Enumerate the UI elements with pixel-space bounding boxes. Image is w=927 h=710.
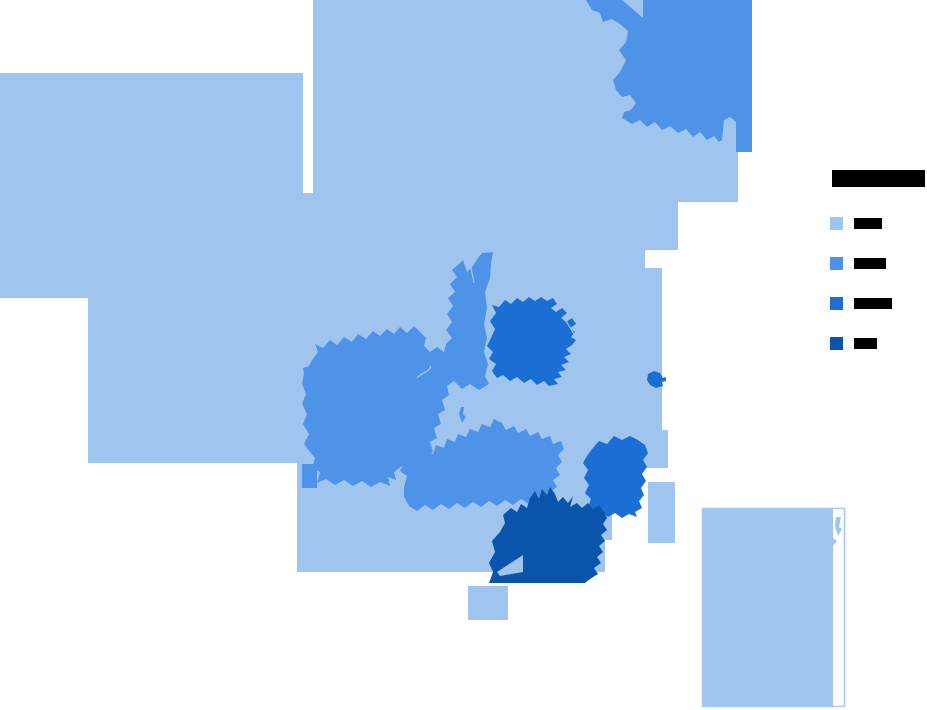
- map-legend: [830, 170, 925, 377]
- region-base-mainland[interactable]: [0, 0, 738, 572]
- region-northeast[interactable]: [586, 0, 752, 152]
- legend-item-level-2[interactable]: [830, 257, 925, 270]
- south-sea-inset[interactable]: [701, 507, 846, 708]
- border-line-tail: [470, 254, 477, 284]
- south-coast-light-wedge: [497, 555, 523, 576]
- region-south-central[interactable]: [400, 419, 564, 511]
- legend-title-redacted: [832, 170, 925, 187]
- legend-item-level-1[interactable]: [830, 217, 925, 230]
- river-line-west: [416, 365, 432, 379]
- legend-swatch-level-3: [830, 297, 843, 310]
- legend-label-redacted-1: [854, 218, 882, 229]
- region-east-coast-dot[interactable]: [647, 371, 666, 388]
- inset-island-1: [835, 517, 842, 536]
- central-plain-river-slash: [565, 320, 575, 335]
- legend-label-redacted-3: [854, 298, 892, 309]
- region-central-west[interactable]: [302, 252, 493, 487]
- inset-border-box: [701, 507, 846, 708]
- legend-item-level-3[interactable]: [830, 297, 925, 310]
- inset-fill: [703, 509, 833, 706]
- legend-swatch-level-4: [830, 337, 843, 350]
- island-square[interactable]: [468, 586, 508, 620]
- legend-swatch-level-2: [830, 257, 843, 270]
- region-small-west-block[interactable]: [302, 464, 317, 488]
- region-central-plain[interactable]: [487, 297, 576, 386]
- legend-item-level-4[interactable]: [830, 337, 925, 350]
- inset-island-2: [826, 538, 837, 548]
- legend-swatch-level-1: [830, 217, 843, 230]
- legend-label-redacted-4: [854, 338, 877, 349]
- tiny-river-dash: [459, 407, 466, 423]
- coastal-strip[interactable]: [648, 482, 675, 543]
- legend-label-redacted-2: [854, 258, 886, 269]
- northeast-notch-triangle: [622, 0, 643, 18]
- region-southeast-coast[interactable]: [583, 436, 648, 518]
